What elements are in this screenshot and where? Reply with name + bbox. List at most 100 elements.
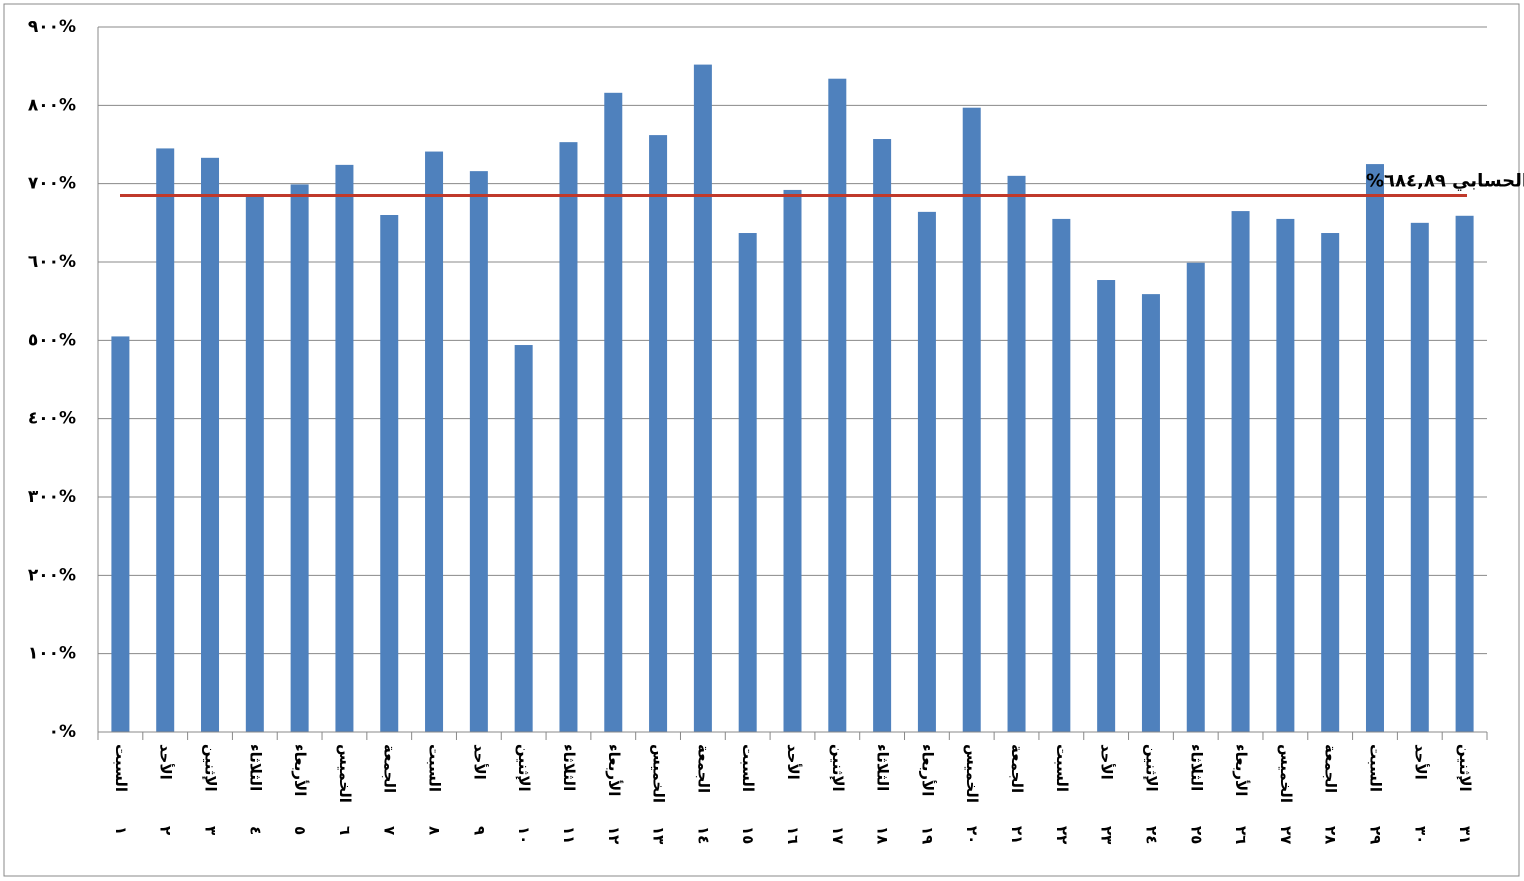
- bar: [962, 107, 981, 732]
- x-tick-number: ٥: [291, 826, 309, 835]
- x-tick-label: السبت: [1366, 744, 1384, 792]
- x-tick-number: ٧: [381, 826, 399, 835]
- x-tick-label: الأحد: [1411, 744, 1429, 780]
- bar: [1141, 294, 1160, 732]
- x-tick-number: ١٨: [874, 826, 892, 844]
- y-tick-label: ٢٠٠%: [28, 565, 76, 585]
- x-tick-label: الجمعة: [381, 744, 399, 793]
- y-tick-label: ٤٠٠%: [28, 409, 76, 429]
- bar: [559, 142, 578, 732]
- x-tick-label: الجمعة: [1322, 744, 1340, 793]
- bar: [1455, 215, 1474, 733]
- x-tick-number: ٢٢: [1053, 826, 1071, 844]
- bar: [1321, 233, 1340, 732]
- y-tick-label: ٥٠٠%: [28, 330, 76, 350]
- bar: [201, 157, 220, 733]
- bar: [335, 164, 354, 732]
- x-tick-number: ٢٤: [1142, 826, 1160, 844]
- x-tick-label: الخميس: [963, 744, 981, 803]
- x-tick-number: ٢٣: [1098, 826, 1116, 844]
- bar: [738, 233, 757, 732]
- y-tick-label: ٣٠٠%: [28, 487, 76, 507]
- x-tick-label: الخميس: [1277, 744, 1295, 803]
- bar: [1097, 280, 1116, 732]
- x-tick-number: ٣١: [1456, 826, 1474, 844]
- y-tick-label: ٠%: [49, 722, 76, 742]
- x-tick-number: ٩: [470, 826, 488, 835]
- x-tick-label: الجمعة: [694, 744, 712, 793]
- x-tick-number: ٢١: [1008, 826, 1026, 844]
- x-tick-number: ١٦: [784, 826, 802, 844]
- y-tick-label: ٦٠٠%: [28, 252, 76, 272]
- x-tick-label: الثلاثاء: [560, 744, 578, 791]
- x-tick-label: الأربعاء: [291, 744, 309, 796]
- bar: [380, 215, 399, 732]
- bar: [1231, 211, 1250, 733]
- x-tick-label: الأحد: [784, 744, 802, 780]
- bar: [1365, 164, 1384, 733]
- x-tick-label: السبت: [426, 744, 444, 792]
- y-tick-label: ٩٠٠%: [28, 17, 76, 37]
- x-tick-label: الأربعاء: [1232, 744, 1250, 796]
- x-tick-number: ٣٠: [1411, 826, 1429, 844]
- x-tick-label: الجمعة: [1008, 744, 1026, 793]
- x-tick-number: ١: [112, 826, 130, 835]
- bar: [693, 64, 712, 733]
- x-tick-label: الإثنين: [829, 744, 847, 792]
- x-tick-label: الإثنين: [1456, 744, 1474, 792]
- bar: [1276, 218, 1295, 732]
- bar: [649, 135, 668, 733]
- x-tick-number: ٢٠: [963, 826, 981, 844]
- chart-border: [3, 3, 1520, 877]
- x-tick-number: ٢: [157, 826, 175, 835]
- x-tick-label: السبت: [112, 744, 130, 792]
- x-tick-label: الخميس: [336, 744, 354, 803]
- x-tick-label: الأحد: [470, 744, 488, 780]
- mean-label: المتوسط الحسابي ٦٨٤,٨٩%: [1366, 171, 1524, 192]
- x-tick-label: الأحد: [1098, 744, 1116, 780]
- bar: [111, 336, 130, 732]
- x-tick-number: ٢٧: [1277, 826, 1295, 844]
- x-tick-label: الإثنين: [1142, 744, 1160, 792]
- x-tick-label: الثلاثاء: [1187, 744, 1205, 791]
- x-tick-number: ١٤: [694, 826, 712, 844]
- bar: [917, 211, 936, 732]
- x-tick-label: الأحد: [157, 744, 175, 780]
- bar: [469, 171, 488, 733]
- x-tick-number: ٨: [426, 826, 444, 835]
- x-tick-number: ١٩: [918, 826, 936, 844]
- x-tick-label: السبت: [739, 744, 757, 792]
- x-tick-label: الأربعاء: [605, 744, 623, 796]
- y-tick-label: ٨٠٠%: [28, 95, 76, 115]
- x-tick-number: ٣: [202, 826, 220, 835]
- bar: [1186, 262, 1205, 732]
- x-tick-number: ٢٩: [1366, 826, 1384, 844]
- x-tick-label: الخميس: [650, 744, 668, 803]
- x-tick-number: ٢٦: [1232, 826, 1250, 844]
- bar: [425, 151, 444, 733]
- x-tick-number: ٢٥: [1187, 826, 1205, 844]
- x-tick-number: ١٥: [739, 826, 757, 844]
- y-tick-label: ١٠٠%: [28, 644, 76, 664]
- bar: [1410, 222, 1429, 733]
- bar: [156, 148, 175, 732]
- bar: [514, 345, 533, 732]
- bar: [873, 139, 892, 732]
- y-tick-label: ٧٠٠%: [28, 174, 76, 194]
- x-tick-number: ١٢: [605, 826, 623, 844]
- bar: [290, 184, 309, 732]
- x-tick-number: ١٠: [515, 826, 533, 844]
- x-tick-number: ١٣: [650, 826, 668, 844]
- bar: [1007, 175, 1026, 733]
- bar: [783, 189, 802, 732]
- x-tick-number: ٢٨: [1322, 826, 1340, 844]
- bar: [1052, 218, 1071, 732]
- x-tick-label: الثلاثاء: [874, 744, 892, 791]
- x-tick-label: الإثنين: [202, 744, 220, 792]
- bar: [604, 92, 623, 733]
- bar: [828, 78, 847, 732]
- bar: [245, 195, 264, 732]
- x-tick-label: الثلاثاء: [246, 744, 264, 791]
- x-tick-label: الإثنين: [515, 744, 533, 792]
